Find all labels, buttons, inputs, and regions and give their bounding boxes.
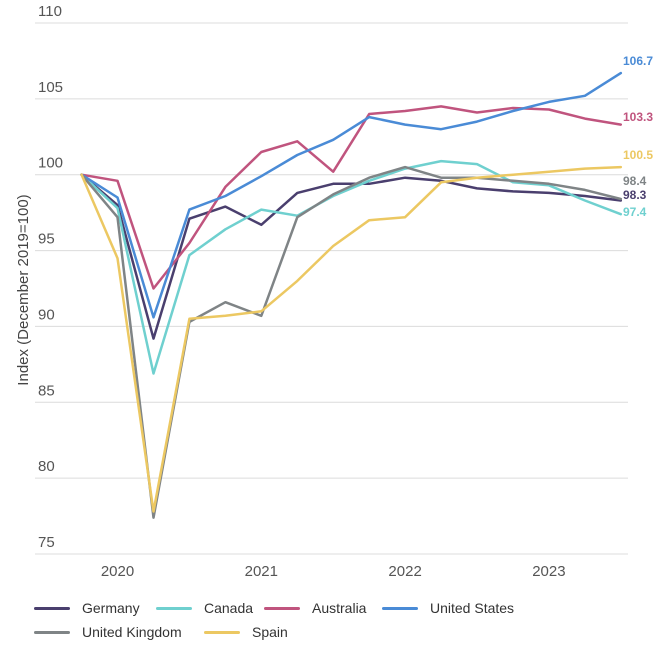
x-axis-ticks: 2020 2021 2022 2023 xyxy=(101,563,566,580)
legend-swatch-australia xyxy=(264,606,300,610)
legend-item-spain: Spain xyxy=(204,624,288,640)
series-line-united-states xyxy=(80,71,623,319)
legend-swatch-canada xyxy=(156,606,192,610)
series-line-australia xyxy=(80,105,623,290)
x-tick-label: 2021 xyxy=(245,563,278,580)
end-label-united-states: 106.7 xyxy=(623,54,653,68)
y-tick-label: 110 xyxy=(38,3,62,20)
end-label-spain: 100.5 xyxy=(623,148,653,162)
legend-swatch-united-states xyxy=(382,606,418,610)
y-tick-label: 90 xyxy=(38,306,55,323)
series-lines xyxy=(80,71,623,519)
x-tick-label: 2022 xyxy=(388,563,421,580)
legend-item-australia: Australia xyxy=(264,600,382,616)
end-label-australia: 103.3 xyxy=(623,110,653,124)
y-tick-label: 80 xyxy=(38,458,55,475)
legend-item-united-kingdom: United Kingdom xyxy=(34,624,204,640)
legend-label-united-states: United States xyxy=(430,600,515,616)
legend-label-united-kingdom: United Kingdom xyxy=(82,624,182,640)
legend: Germany Canada Australia United States U… xyxy=(34,596,634,644)
legend-swatch-united-kingdom xyxy=(34,630,70,634)
y-tick-label: 75 xyxy=(38,534,55,551)
legend-swatch-germany xyxy=(34,606,70,610)
legend-item-canada: Canada xyxy=(156,600,264,616)
end-label-germany: 98.3 xyxy=(623,188,647,202)
series-line-germany xyxy=(80,173,623,340)
legend-swatch-spain xyxy=(204,630,240,634)
line-chart: 75 80 85 90 95 100 105 110 2020 2021 2022 2023 Ind… xyxy=(15,3,653,580)
legend-item-united-states: United States xyxy=(382,600,514,616)
end-label-canada: 97.4 xyxy=(623,205,647,219)
y-tick-label: 105 xyxy=(38,79,63,96)
y-tick-label: 95 xyxy=(38,231,55,248)
x-tick-label: 2020 xyxy=(101,563,134,580)
legend-label-canada: Canada xyxy=(204,600,254,616)
legend-label-spain: Spain xyxy=(252,624,288,640)
legend-label-germany: Germany xyxy=(82,600,140,616)
x-tick-label: 2023 xyxy=(532,563,565,580)
y-tick-label: 85 xyxy=(38,382,55,399)
series-line-canada xyxy=(80,159,623,375)
gridlines xyxy=(35,22,628,555)
legend-label-australia: Australia xyxy=(312,600,367,616)
legend-row-1: Germany Canada Australia United States xyxy=(34,596,634,620)
legend-item-germany: Germany xyxy=(34,600,156,616)
end-labels: 98.3 97.4 103.3 106.7 98.4 100.5 xyxy=(623,54,653,219)
legend-row-2: United Kingdom Spain xyxy=(34,620,634,644)
end-label-united-kingdom: 98.4 xyxy=(623,174,647,188)
series-line-spain xyxy=(80,165,623,513)
y-axis-ticks: 75 80 85 90 95 100 105 110 xyxy=(38,3,63,551)
y-axis-label: Index (December 2019=100) xyxy=(15,194,32,385)
y-tick-label: 100 xyxy=(38,155,63,172)
